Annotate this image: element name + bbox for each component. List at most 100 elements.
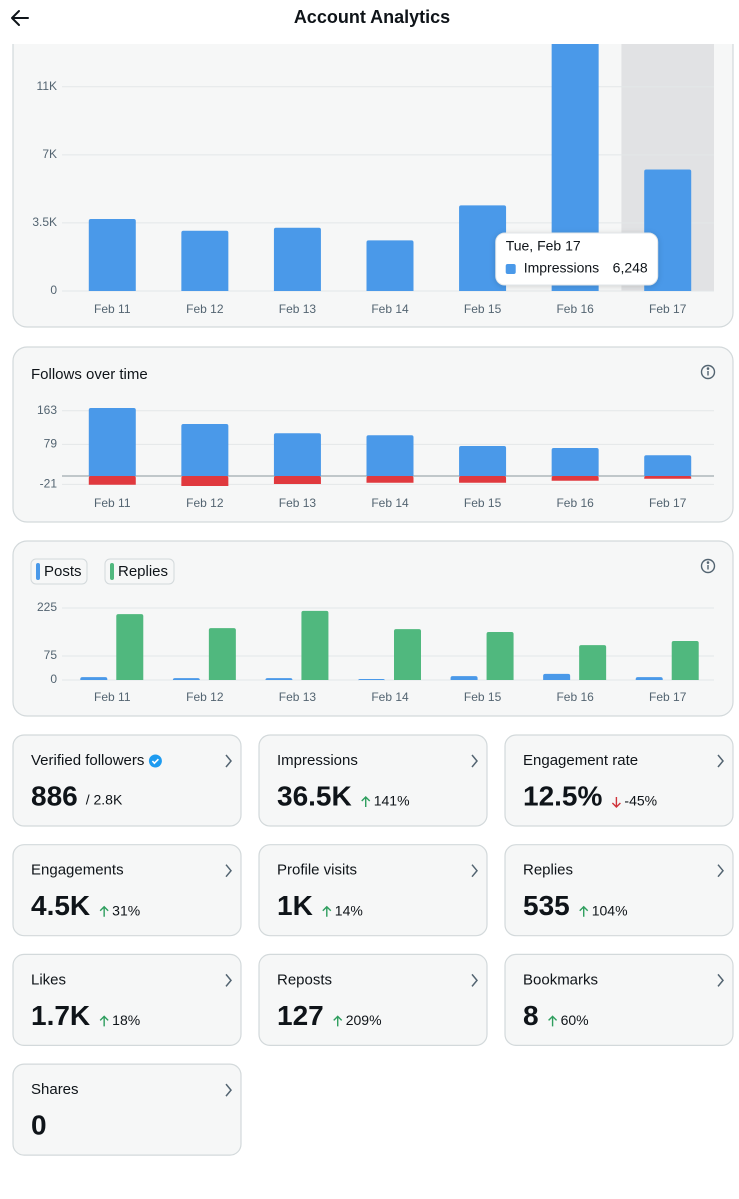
stat-card[interactable]: Shares 0: [12, 1063, 242, 1156]
chevron: [717, 973, 724, 987]
card-label: Shares: [31, 1081, 79, 1098]
card-value: 535: [523, 890, 570, 921]
card-change: 209%: [346, 1012, 382, 1028]
card-box: [504, 844, 734, 937]
chevron: [225, 754, 232, 768]
change-arrow: [579, 905, 589, 917]
stat-card[interactable]: Reposts 127 209%: [258, 953, 488, 1047]
card-value: 1K: [277, 890, 313, 921]
chevron: [225, 973, 232, 987]
bar: [459, 476, 507, 483]
x-tick-label: Feb 14: [371, 302, 409, 316]
stat-card[interactable]: Impressions 36.5K 141%: [258, 734, 488, 827]
change-arrow: [99, 905, 109, 917]
x-tick-label: Feb 11: [94, 496, 131, 510]
card-box: [258, 734, 488, 827]
page-title: Account Analytics: [294, 7, 450, 27]
card-label: Reposts: [277, 971, 332, 988]
chart-title: Follows over time: [31, 366, 148, 383]
card-label: Replies: [523, 862, 573, 879]
x-tick-label: Feb 15: [464, 496, 502, 510]
bar: [273, 433, 321, 476]
stat-card[interactable]: Likes 1.7K 18%: [12, 953, 242, 1047]
bar: [181, 424, 229, 476]
legend-label: Replies: [118, 563, 168, 580]
card-change: 104%: [592, 902, 628, 918]
card-value: 12.5%: [523, 780, 602, 811]
bar: [644, 476, 692, 479]
x-tick-label: Feb 14: [371, 496, 409, 510]
tooltip-title: Tue, Feb 17: [506, 238, 581, 254]
stat-card[interactable]: Replies 535 104%: [504, 844, 734, 937]
bar: [366, 435, 414, 476]
x-tick-label: Feb 12: [186, 690, 224, 704]
chevron: [471, 754, 478, 768]
bar: [551, 448, 599, 476]
bar: [273, 227, 321, 291]
chevron: [471, 864, 478, 878]
chevron: [225, 864, 232, 878]
chart: 0 3.5K 7K 11K Feb 11 Feb 12 Feb 13 Feb 14 Feb 15…: [32, 18, 714, 316]
change-arrow: [548, 1015, 558, 1027]
bar: [459, 205, 507, 291]
bar: [450, 676, 478, 680]
x-tick-label: Feb 15: [464, 690, 502, 704]
legend-item[interactable]: Replies: [104, 558, 175, 585]
chart: 0 75 225 Feb 11 Feb 12 Feb 13 Feb 14 Feb 15 Feb …: [30, 558, 714, 704]
x-tick-label: Feb 15: [464, 302, 502, 316]
bar: [273, 476, 321, 484]
x-tick-label: Feb 16: [556, 302, 594, 316]
x-tick-label: Feb 14: [371, 690, 409, 704]
x-tick-label: Feb 16: [556, 690, 594, 704]
card-change: -45%: [624, 793, 657, 809]
tooltip-swatch: [505, 264, 516, 274]
stat-card[interactable]: Engagement rate 12.5% -45%: [504, 734, 734, 827]
card-label: Engagement rate: [523, 752, 638, 769]
x-tick-label: Feb 17: [649, 496, 687, 510]
stat-cards: Verified followers 886 / 2.8K Impressions 36…: [12, 734, 734, 1156]
bar: [551, 18, 599, 292]
chevron: [471, 973, 478, 987]
change-arrow: [611, 797, 621, 808]
bar: [265, 678, 293, 681]
legend-item[interactable]: Posts: [30, 558, 88, 585]
card-total: / 2.8K: [86, 792, 123, 808]
bar: [208, 628, 236, 680]
bar: [301, 610, 329, 680]
bar: [366, 476, 414, 483]
y-tick-label: -21: [40, 477, 58, 491]
x-tick-label: Feb 13: [279, 302, 317, 316]
card-box: [12, 953, 242, 1047]
card-label: Profile visits: [277, 862, 357, 879]
card-box: [504, 734, 734, 827]
tooltip: Tue, Feb 17 Impressions 6,248: [495, 232, 659, 286]
info-icon[interactable]: [700, 558, 716, 574]
tooltip-value: 6,248: [613, 260, 648, 276]
stat-card[interactable]: Engagements 4.5K 31%: [12, 844, 242, 937]
y-tick-label: 0: [50, 283, 57, 297]
bar: [358, 679, 385, 682]
info-icon[interactable]: [700, 364, 716, 380]
y-tick-label: 163: [37, 403, 57, 417]
x-tick-label: Feb 13: [279, 496, 317, 510]
x-tick-label: Feb 11: [94, 302, 131, 316]
chevron: [717, 754, 724, 768]
y-tick-label: 75: [44, 648, 58, 662]
stat-card[interactable]: Bookmarks 8 60%: [504, 953, 734, 1047]
change-arrow: [333, 1015, 343, 1027]
y-tick-label: 11K: [37, 79, 57, 93]
stat-card[interactable]: Verified followers 886 / 2.8K: [12, 734, 242, 827]
card-value: 36.5K: [277, 780, 352, 811]
card-label: Likes: [31, 971, 66, 988]
card-change: 60%: [561, 1012, 589, 1028]
back-button[interactable]: [11, 10, 29, 26]
x-tick-label: Feb 17: [649, 302, 687, 316]
bar: [543, 673, 571, 680]
card-change: 31%: [112, 902, 140, 918]
card-label: Bookmarks: [523, 971, 598, 988]
header-bar: [0, 0, 739, 44]
stat-card[interactable]: Profile visits 1K 14%: [258, 844, 488, 937]
card-box: [258, 844, 488, 937]
card-box: [258, 953, 488, 1047]
